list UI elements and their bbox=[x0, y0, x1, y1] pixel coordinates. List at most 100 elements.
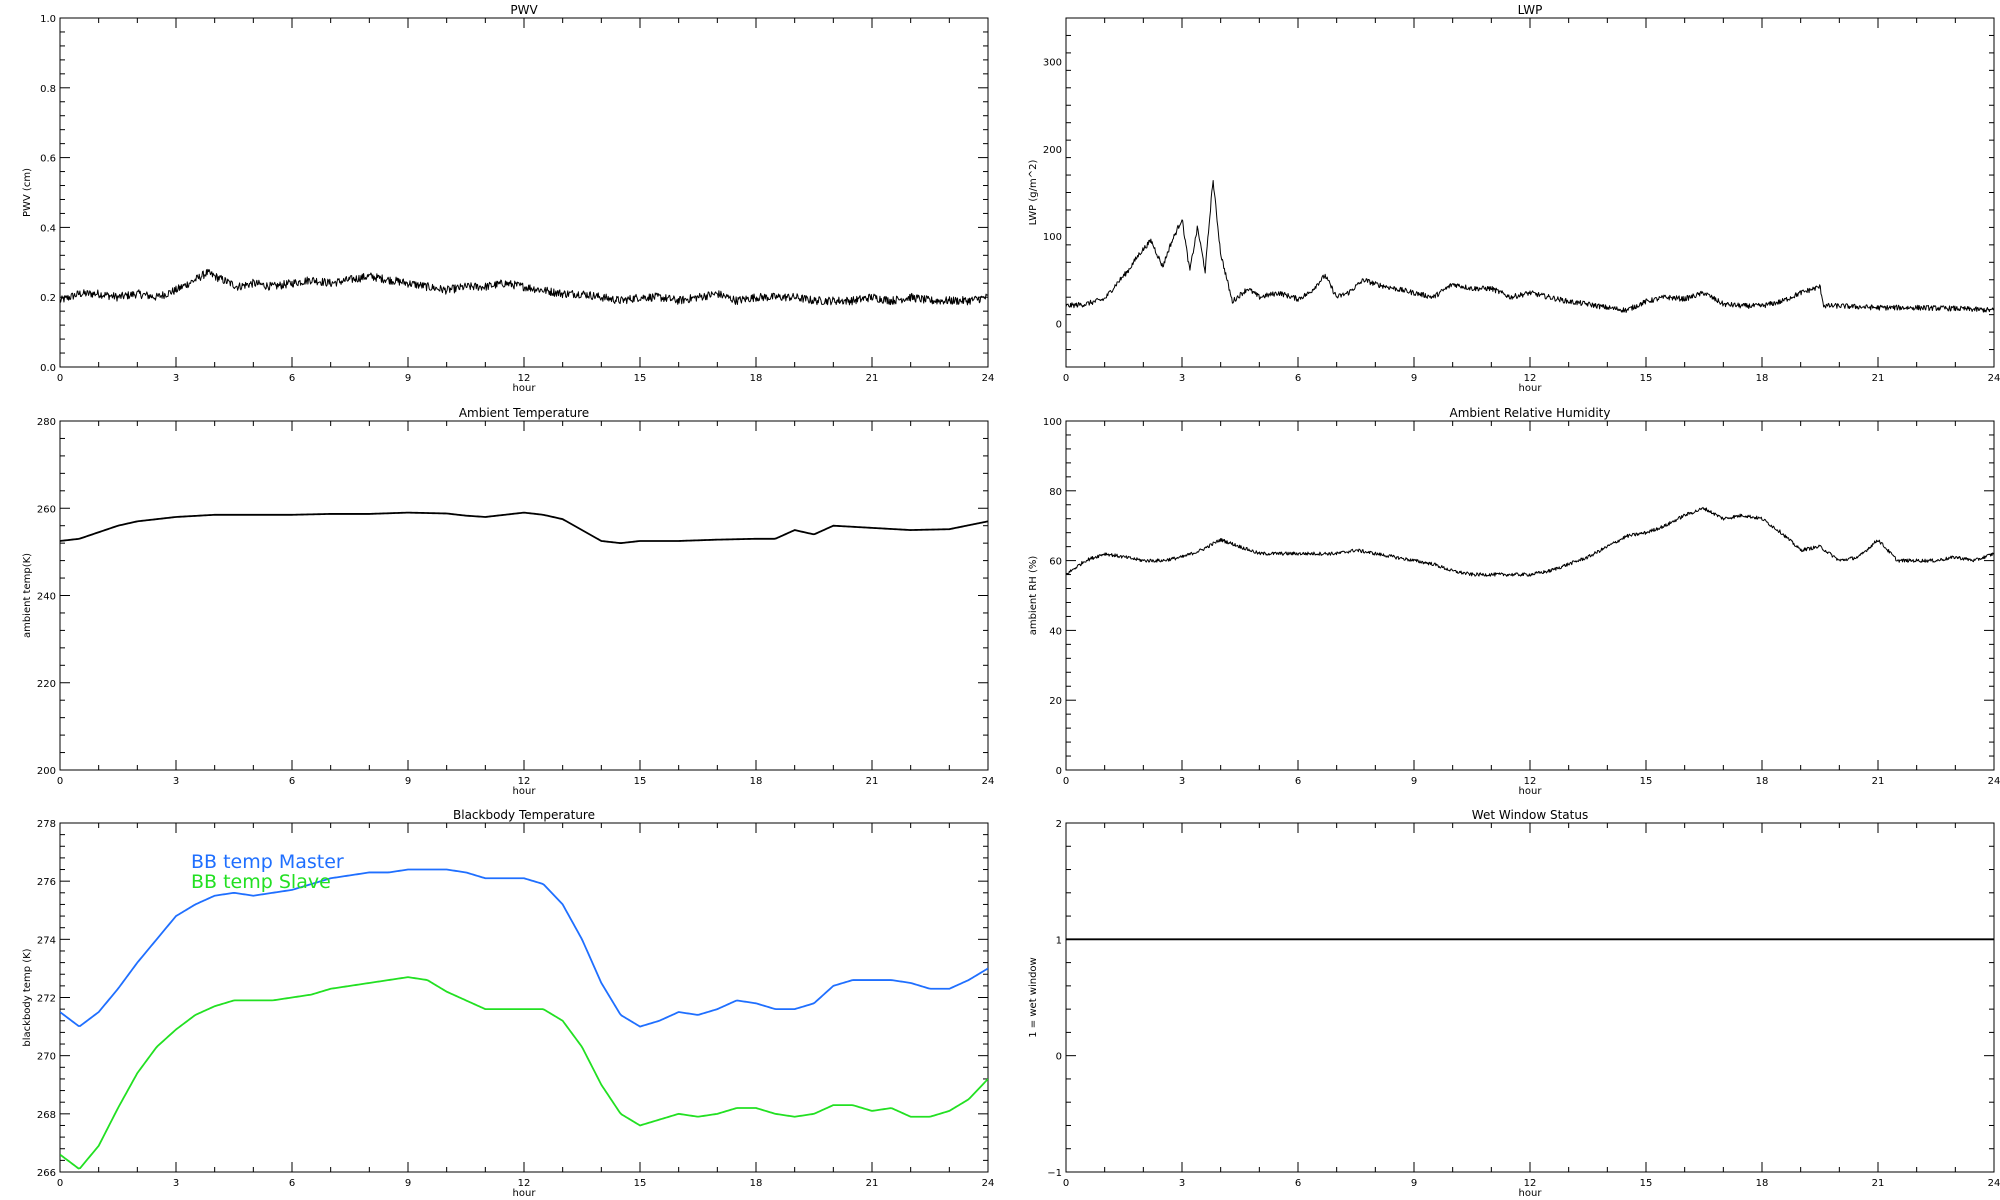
x-tick-label: 0 bbox=[57, 1178, 63, 1189]
y-tick-label: 0 bbox=[1056, 1052, 1062, 1063]
chart-title: Blackbody Temperature bbox=[453, 808, 595, 822]
x-tick-label: 9 bbox=[405, 373, 411, 384]
y-axis-label: 1 = wet window bbox=[1028, 957, 1039, 1037]
x-tick-label: 24 bbox=[1988, 373, 2000, 384]
x-tick-label: 24 bbox=[982, 373, 995, 384]
y-tick-label: 276 bbox=[37, 877, 56, 888]
x-tick-label: 6 bbox=[289, 776, 295, 787]
series-line-0 bbox=[1066, 506, 1994, 577]
x-tick-label: 3 bbox=[1179, 776, 1185, 787]
chart-title: Wet Window Status bbox=[1472, 808, 1588, 822]
y-tick-label: 300 bbox=[1043, 58, 1062, 69]
x-tick-label: 21 bbox=[866, 1178, 879, 1189]
y-tick-label: 266 bbox=[37, 1168, 56, 1179]
series-line-0 bbox=[60, 511, 988, 544]
x-tick-label: 0 bbox=[1063, 776, 1069, 787]
y-tick-label: 0 bbox=[1056, 766, 1062, 777]
x-tick-label: 18 bbox=[750, 1178, 763, 1189]
y-tick-label: 40 bbox=[1049, 626, 1062, 637]
x-tick-label: 18 bbox=[750, 373, 763, 384]
y-tick-label: 0.6 bbox=[40, 154, 56, 165]
chart-title: LWP bbox=[1518, 3, 1543, 17]
chart-panel-ambient-temperature: Ambient Temperature 0 3 6 9 12 15 18 21 24 hour 200… bbox=[22, 406, 994, 797]
x-tick-label: 21 bbox=[866, 373, 879, 384]
plot-frame bbox=[1065, 420, 1995, 771]
y-tick-label: 278 bbox=[37, 819, 56, 830]
x-tick-label: 15 bbox=[1640, 1178, 1653, 1189]
x-tick-label: 0 bbox=[1063, 373, 1069, 384]
y-tick-label: 100 bbox=[1043, 232, 1062, 243]
x-tick-label: 24 bbox=[982, 776, 995, 787]
y-axis-label: blackbody temp (K) bbox=[22, 948, 33, 1046]
y-tick-label: 0.8 bbox=[40, 84, 56, 95]
x-tick-label: 3 bbox=[173, 1178, 179, 1189]
series-line-0 bbox=[1066, 180, 1994, 313]
y-tick-label: 272 bbox=[37, 994, 56, 1005]
y-tick-label: 100 bbox=[1043, 417, 1062, 428]
x-tick-label: 3 bbox=[1179, 1178, 1185, 1189]
x-tick-label: 21 bbox=[1872, 776, 1885, 787]
x-axis-label: hour bbox=[513, 1188, 537, 1199]
y-tick-label: 20 bbox=[1049, 696, 1062, 707]
x-tick-label: 12 bbox=[1524, 373, 1537, 384]
y-axis-label: ambient RH (%) bbox=[1028, 556, 1039, 636]
x-tick-label: 6 bbox=[1295, 373, 1301, 384]
x-tick-label: 18 bbox=[1756, 373, 1769, 384]
x-tick-label: 0 bbox=[57, 373, 63, 384]
x-tick-label: 12 bbox=[1524, 1178, 1537, 1189]
x-tick-label: 24 bbox=[1988, 1178, 2000, 1189]
x-tick-label: 12 bbox=[518, 1178, 531, 1189]
series-line-bb-temp-master bbox=[60, 868, 988, 1028]
plot-frame bbox=[1065, 17, 1995, 368]
y-tick-label: 60 bbox=[1049, 557, 1062, 568]
y-tick-label: 200 bbox=[37, 766, 56, 777]
y-tick-label: 260 bbox=[37, 504, 56, 515]
x-tick-label: 15 bbox=[634, 373, 647, 384]
y-tick-label: 280 bbox=[37, 417, 56, 428]
x-tick-label: 6 bbox=[289, 1178, 295, 1189]
x-tick-label: 21 bbox=[1872, 373, 1885, 384]
legend-entry: BB temp Slave bbox=[191, 871, 331, 893]
x-axis-label: hour bbox=[1519, 1188, 1543, 1199]
x-tick-label: 6 bbox=[1295, 776, 1301, 787]
x-tick-label: 9 bbox=[1411, 776, 1417, 787]
y-tick-label: 2 bbox=[1056, 819, 1062, 830]
chart-title: PWV bbox=[510, 3, 538, 17]
series-line-bb-temp-slave bbox=[60, 976, 988, 1170]
x-tick-label: 15 bbox=[634, 1178, 647, 1189]
plot-frame bbox=[59, 420, 989, 771]
y-tick-label: 268 bbox=[37, 1110, 56, 1121]
x-tick-label: 15 bbox=[634, 776, 647, 787]
legend-entry: BB temp Master bbox=[191, 851, 344, 873]
x-tick-label: 0 bbox=[1063, 1178, 1069, 1189]
x-tick-label: 12 bbox=[1524, 776, 1537, 787]
x-tick-label: 15 bbox=[1640, 776, 1653, 787]
x-tick-label: 9 bbox=[1411, 1178, 1417, 1189]
x-tick-label: 18 bbox=[1756, 1178, 1769, 1189]
y-tick-label: 240 bbox=[37, 592, 56, 603]
y-tick-label: 0.0 bbox=[40, 363, 56, 374]
series-line-0 bbox=[60, 268, 988, 306]
y-tick-label: 270 bbox=[37, 1052, 56, 1063]
y-tick-label: 0 bbox=[1056, 319, 1062, 330]
chart-panel-pwv: PWV 0 3 6 9 12 15 18 21 24 hour 0.0 0.2 0.4 0.6 0.8 1.0 P… bbox=[22, 3, 994, 394]
x-tick-label: 3 bbox=[173, 776, 179, 787]
y-tick-label: 1.0 bbox=[40, 14, 56, 25]
x-axis-label: hour bbox=[1519, 786, 1543, 797]
y-tick-label: −1 bbox=[1047, 1168, 1062, 1179]
x-tick-label: 3 bbox=[1179, 373, 1185, 384]
x-tick-label: 15 bbox=[1640, 373, 1653, 384]
plot-frame bbox=[1065, 822, 1995, 1173]
x-tick-label: 9 bbox=[405, 776, 411, 787]
x-tick-label: 18 bbox=[1756, 776, 1769, 787]
x-tick-label: 6 bbox=[1295, 1178, 1301, 1189]
x-tick-label: 9 bbox=[1411, 373, 1417, 384]
x-axis-label: hour bbox=[1519, 383, 1543, 394]
plot-frame bbox=[59, 17, 989, 368]
chart-panel-blackbody-temperature: Blackbody Temperature 0 3 6 9 12 15 18 21 24 hour 2… bbox=[22, 808, 994, 1199]
x-axis-label: hour bbox=[513, 383, 537, 394]
x-tick-label: 12 bbox=[518, 373, 531, 384]
y-axis-label: LWP (g/m^2) bbox=[1028, 160, 1039, 226]
